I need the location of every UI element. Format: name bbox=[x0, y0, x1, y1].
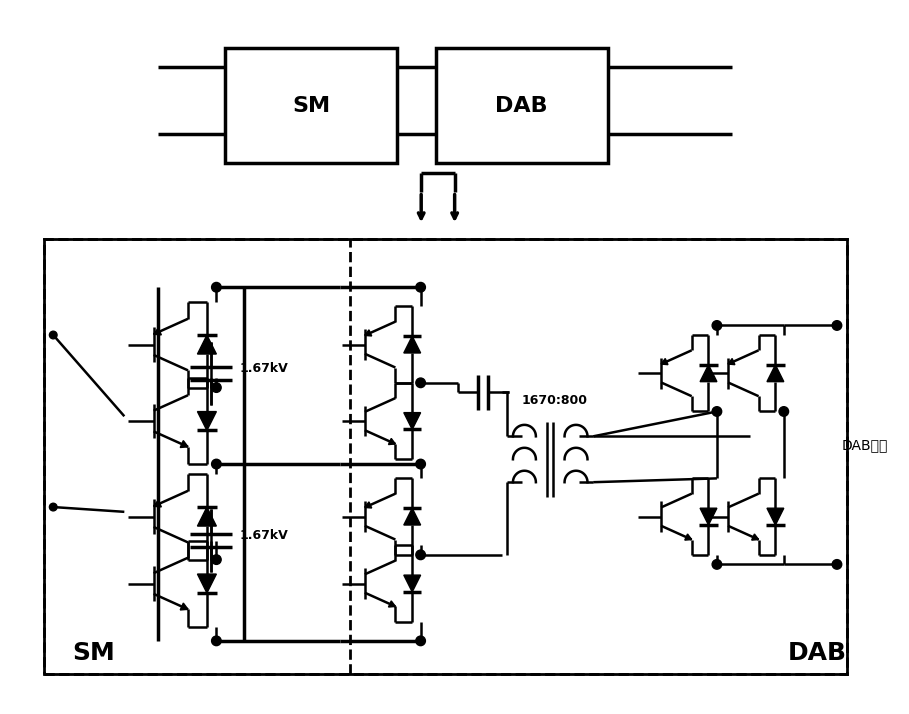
Polygon shape bbox=[365, 502, 372, 508]
Circle shape bbox=[415, 550, 425, 560]
Polygon shape bbox=[767, 508, 784, 525]
Text: 1670:800: 1670:800 bbox=[522, 393, 588, 407]
Circle shape bbox=[212, 555, 221, 564]
Polygon shape bbox=[684, 534, 692, 540]
Text: SM: SM bbox=[292, 96, 330, 116]
Text: DAB: DAB bbox=[787, 640, 846, 665]
Polygon shape bbox=[388, 601, 395, 607]
Circle shape bbox=[212, 283, 221, 292]
Polygon shape bbox=[767, 365, 784, 382]
Text: DAB: DAB bbox=[495, 96, 548, 116]
Polygon shape bbox=[197, 411, 216, 431]
Polygon shape bbox=[197, 574, 216, 593]
Circle shape bbox=[415, 459, 425, 469]
Circle shape bbox=[212, 459, 221, 469]
Circle shape bbox=[712, 321, 722, 331]
Polygon shape bbox=[365, 330, 372, 336]
Bar bbox=[44, 239, 846, 674]
Polygon shape bbox=[154, 500, 162, 507]
Polygon shape bbox=[154, 328, 162, 335]
Circle shape bbox=[712, 407, 722, 416]
Polygon shape bbox=[180, 603, 188, 610]
Polygon shape bbox=[180, 441, 188, 448]
Text: DAB端口: DAB端口 bbox=[842, 438, 888, 452]
Polygon shape bbox=[404, 575, 421, 592]
Polygon shape bbox=[661, 358, 668, 365]
Circle shape bbox=[49, 503, 57, 511]
Text: SM: SM bbox=[73, 640, 115, 665]
Circle shape bbox=[832, 560, 842, 569]
Polygon shape bbox=[752, 534, 759, 540]
Circle shape bbox=[212, 383, 221, 393]
Polygon shape bbox=[404, 508, 421, 525]
Text: 1.67kV: 1.67kV bbox=[240, 362, 288, 375]
Polygon shape bbox=[404, 413, 421, 429]
Circle shape bbox=[212, 636, 221, 645]
Circle shape bbox=[415, 636, 425, 645]
Circle shape bbox=[832, 321, 842, 331]
Bar bbox=[435, 49, 607, 163]
Polygon shape bbox=[700, 508, 717, 525]
Circle shape bbox=[415, 378, 425, 388]
Polygon shape bbox=[404, 336, 421, 353]
Polygon shape bbox=[388, 438, 395, 445]
Polygon shape bbox=[700, 365, 717, 382]
Circle shape bbox=[712, 560, 722, 569]
Circle shape bbox=[415, 283, 425, 292]
Circle shape bbox=[49, 331, 57, 339]
Polygon shape bbox=[728, 358, 734, 365]
Text: 1.67kV: 1.67kV bbox=[240, 529, 288, 542]
Circle shape bbox=[779, 407, 789, 416]
Polygon shape bbox=[197, 507, 216, 526]
Bar bbox=[225, 49, 397, 163]
Polygon shape bbox=[197, 335, 216, 354]
